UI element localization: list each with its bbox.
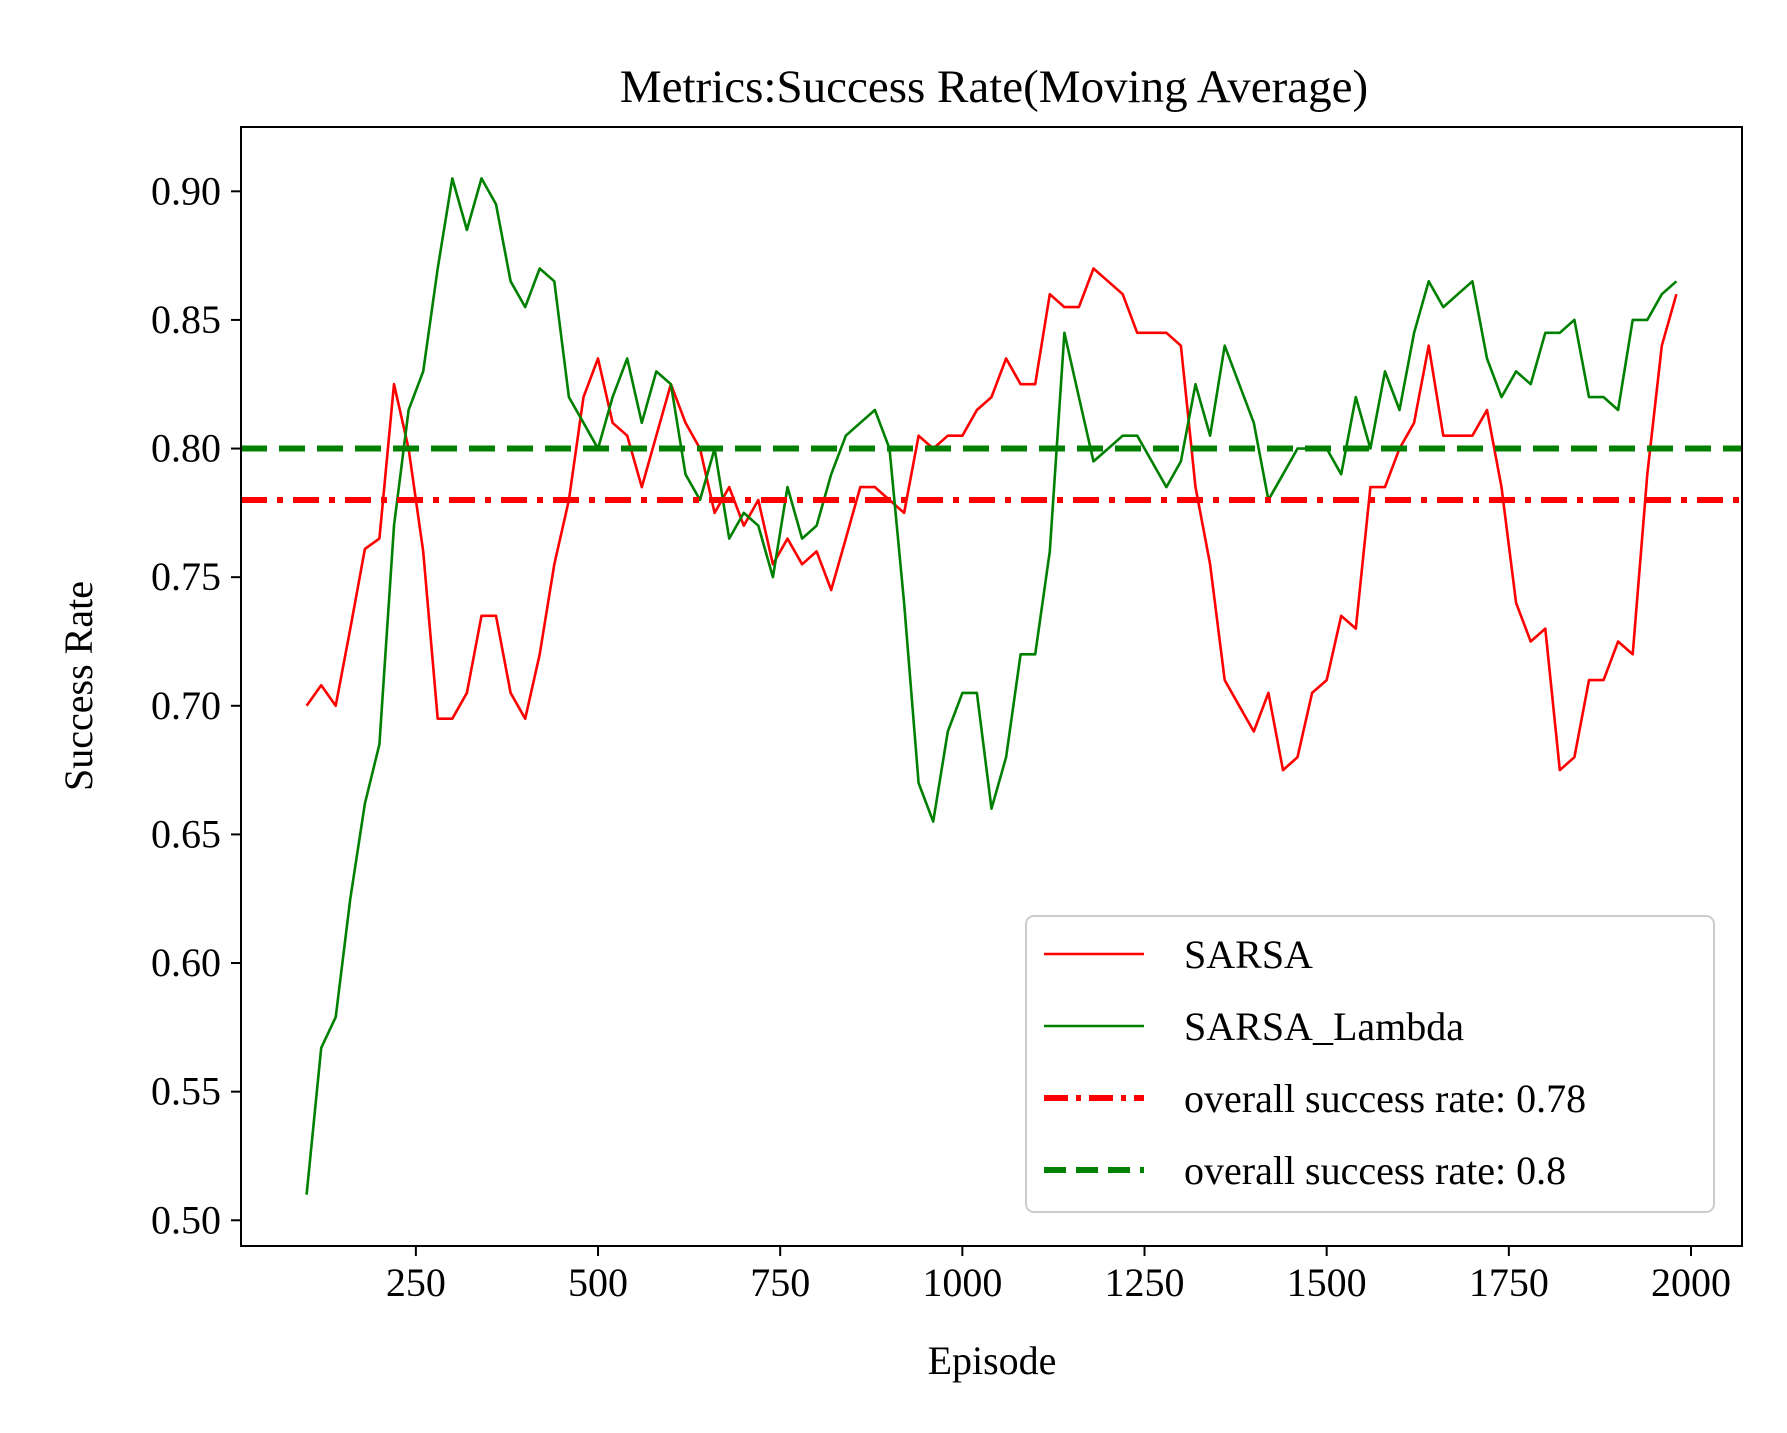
y-tick-label: 0.70 — [151, 683, 221, 728]
y-tick-label: 0.55 — [151, 1069, 221, 1114]
x-tick-label: 2000 — [1651, 1260, 1731, 1305]
x-tick-label: 750 — [750, 1260, 810, 1305]
y-tick-label: 0.80 — [151, 426, 221, 471]
x-tick-label: 500 — [568, 1260, 628, 1305]
legend-label: overall success rate: 0.78 — [1184, 1076, 1586, 1121]
legend-label: SARSA — [1184, 932, 1313, 977]
y-tick-label: 0.65 — [151, 811, 221, 856]
legend-label: overall success rate: 0.8 — [1184, 1148, 1566, 1193]
legend-label: SARSA_Lambda — [1184, 1004, 1464, 1049]
legend-box — [1025, 915, 1715, 1213]
series-line-sarsa — [305, 267, 1678, 772]
x-tick-label: 1750 — [1469, 1260, 1549, 1305]
x-tick-label: 1250 — [1105, 1260, 1185, 1305]
plot-frame — [240, 126, 1743, 1247]
y-tick-label: 0.75 — [151, 554, 221, 599]
y-tick-label: 0.60 — [151, 940, 221, 985]
x-tick-label: 250 — [386, 1260, 446, 1305]
plot-area — [241, 177, 1742, 1195]
y-tick-label: 0.90 — [151, 168, 221, 213]
x-axis-title: Episode — [928, 1338, 1057, 1383]
y-tick-label: 0.50 — [151, 1197, 221, 1242]
y-axis-title: Success Rate — [56, 581, 101, 791]
x-tick-label: 1500 — [1287, 1260, 1367, 1305]
series-line-sarsa-lambda — [305, 177, 1678, 1195]
x-tick-label: 1000 — [922, 1260, 1002, 1305]
y-axis: 0.50 0.55 0.60 0.65 0.70 0.75 0.80 0.85 0.90 — [151, 168, 241, 1242]
x-axis: 250 500 750 1000 1250 1500 1750 2000 — [386, 1246, 1731, 1305]
y-tick-label: 0.85 — [151, 297, 221, 342]
chart-title: Metrics:Success Rate(Moving Average) — [620, 61, 1368, 113]
